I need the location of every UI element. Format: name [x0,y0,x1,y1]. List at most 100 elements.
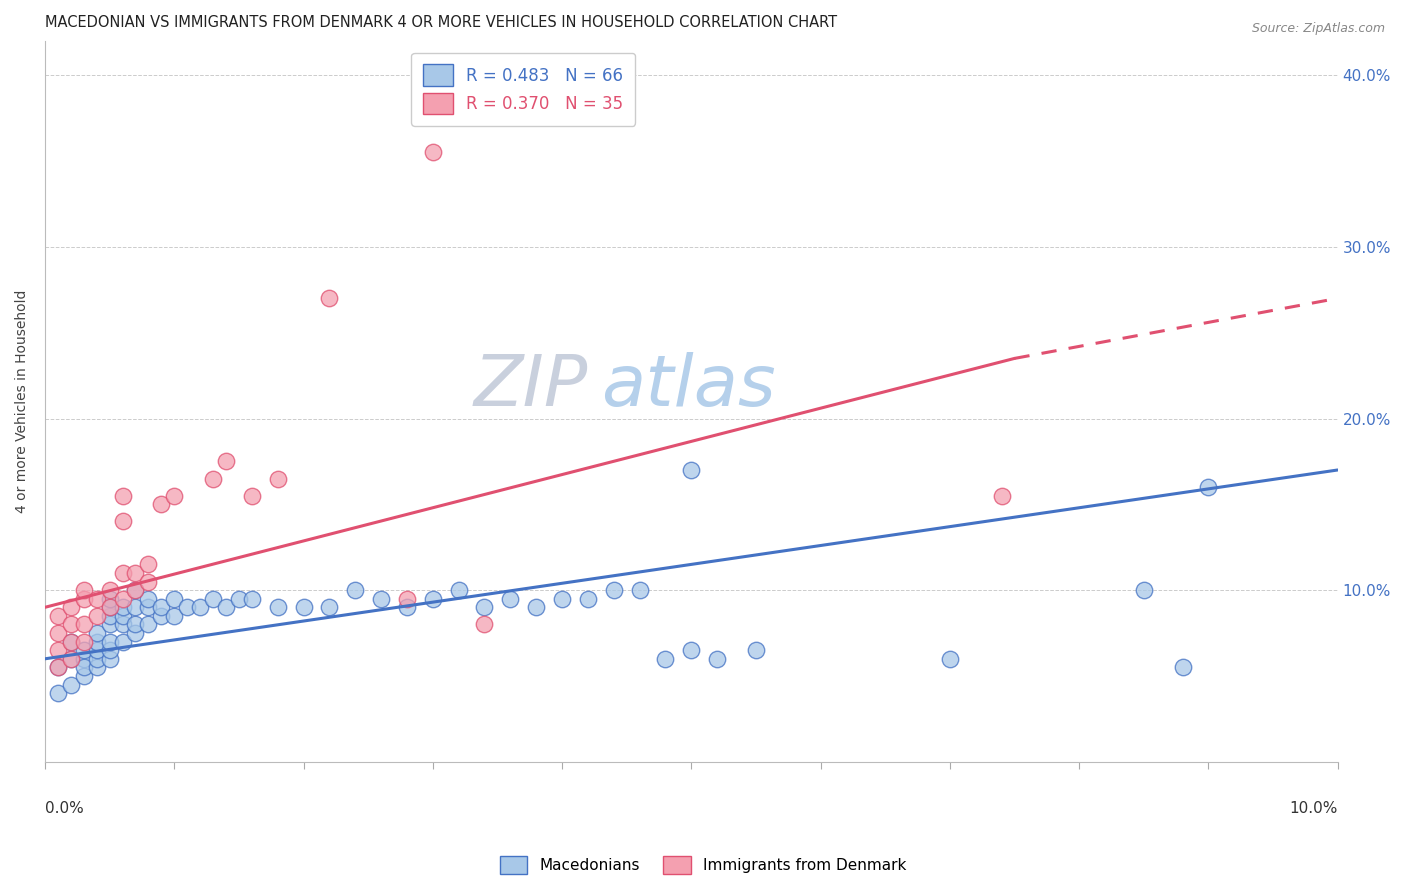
Point [474,600,496,615]
Point [59,617,82,632]
Point [98,652,121,666]
Point [138,617,160,632]
Point [628,583,651,598]
Point [576,591,599,606]
Point [266,600,288,615]
Point [46,660,69,674]
Point [111,600,134,615]
Point [150,608,173,623]
Point [73,652,96,666]
Point [86,626,108,640]
Text: 0.0%: 0.0% [45,801,84,816]
Point [745,643,768,657]
Legend: R = 0.483   N = 66, R = 0.370   N = 35: R = 0.483 N = 66, R = 0.370 N = 35 [412,53,636,126]
Point [240,489,263,503]
Point [111,515,134,529]
Point [59,634,82,648]
Point [73,583,96,598]
Point [422,145,444,160]
Point [86,591,108,606]
Point [138,591,160,606]
Point [124,566,146,580]
Point [111,566,134,580]
Point [111,489,134,503]
Point [344,583,367,598]
Point [59,652,82,666]
Point [73,634,96,648]
Point [59,600,82,615]
Point [46,643,69,657]
Point [706,652,728,666]
Text: 10.0%: 10.0% [1289,801,1337,816]
Point [163,489,186,503]
Point [266,472,288,486]
Point [86,608,108,623]
Point [138,574,160,589]
Point [215,600,238,615]
Point [163,591,186,606]
Point [939,652,962,666]
Point [46,626,69,640]
Point [46,608,69,623]
Point [124,626,146,640]
Point [188,600,211,615]
Point [318,291,340,305]
Point [98,591,121,606]
Point [59,652,82,666]
Point [524,600,547,615]
Point [318,600,340,615]
Point [98,600,121,615]
Point [73,617,96,632]
Point [138,558,160,572]
Point [370,591,392,606]
Point [124,600,146,615]
Point [111,634,134,648]
Point [1171,660,1194,674]
Point [86,634,108,648]
Point [603,583,626,598]
Point [86,660,108,674]
Point [73,591,96,606]
Point [111,591,134,606]
Point [124,583,146,598]
Point [150,600,173,615]
Point [176,600,198,615]
Point [59,677,82,691]
Point [86,643,108,657]
Point [163,608,186,623]
Point [990,489,1012,503]
Point [46,686,69,700]
Point [98,634,121,648]
Point [474,617,496,632]
Point [681,463,703,477]
Point [73,643,96,657]
Y-axis label: 4 or more Vehicles in Household: 4 or more Vehicles in Household [15,290,30,513]
Point [228,591,250,606]
Point [138,600,160,615]
Point [150,497,173,511]
Point [240,591,263,606]
Point [447,583,470,598]
Text: MACEDONIAN VS IMMIGRANTS FROM DENMARK 4 OR MORE VEHICLES IN HOUSEHOLD CORRELATIO: MACEDONIAN VS IMMIGRANTS FROM DENMARK 4 … [45,15,837,30]
Point [215,454,238,468]
Point [1197,480,1219,494]
Text: atlas: atlas [600,352,776,421]
Point [1132,583,1154,598]
Point [73,660,96,674]
Legend: Macedonians, Immigrants from Denmark: Macedonians, Immigrants from Denmark [494,850,912,880]
Point [681,643,703,657]
Point [395,591,418,606]
Point [98,608,121,623]
Point [111,608,134,623]
Point [98,643,121,657]
Text: Source: ZipAtlas.com: Source: ZipAtlas.com [1251,22,1385,36]
Point [202,591,225,606]
Point [124,617,146,632]
Text: ZIP: ZIP [474,352,588,421]
Point [98,617,121,632]
Point [124,583,146,598]
Point [202,472,225,486]
Point [654,652,676,666]
Point [551,591,574,606]
Point [422,591,444,606]
